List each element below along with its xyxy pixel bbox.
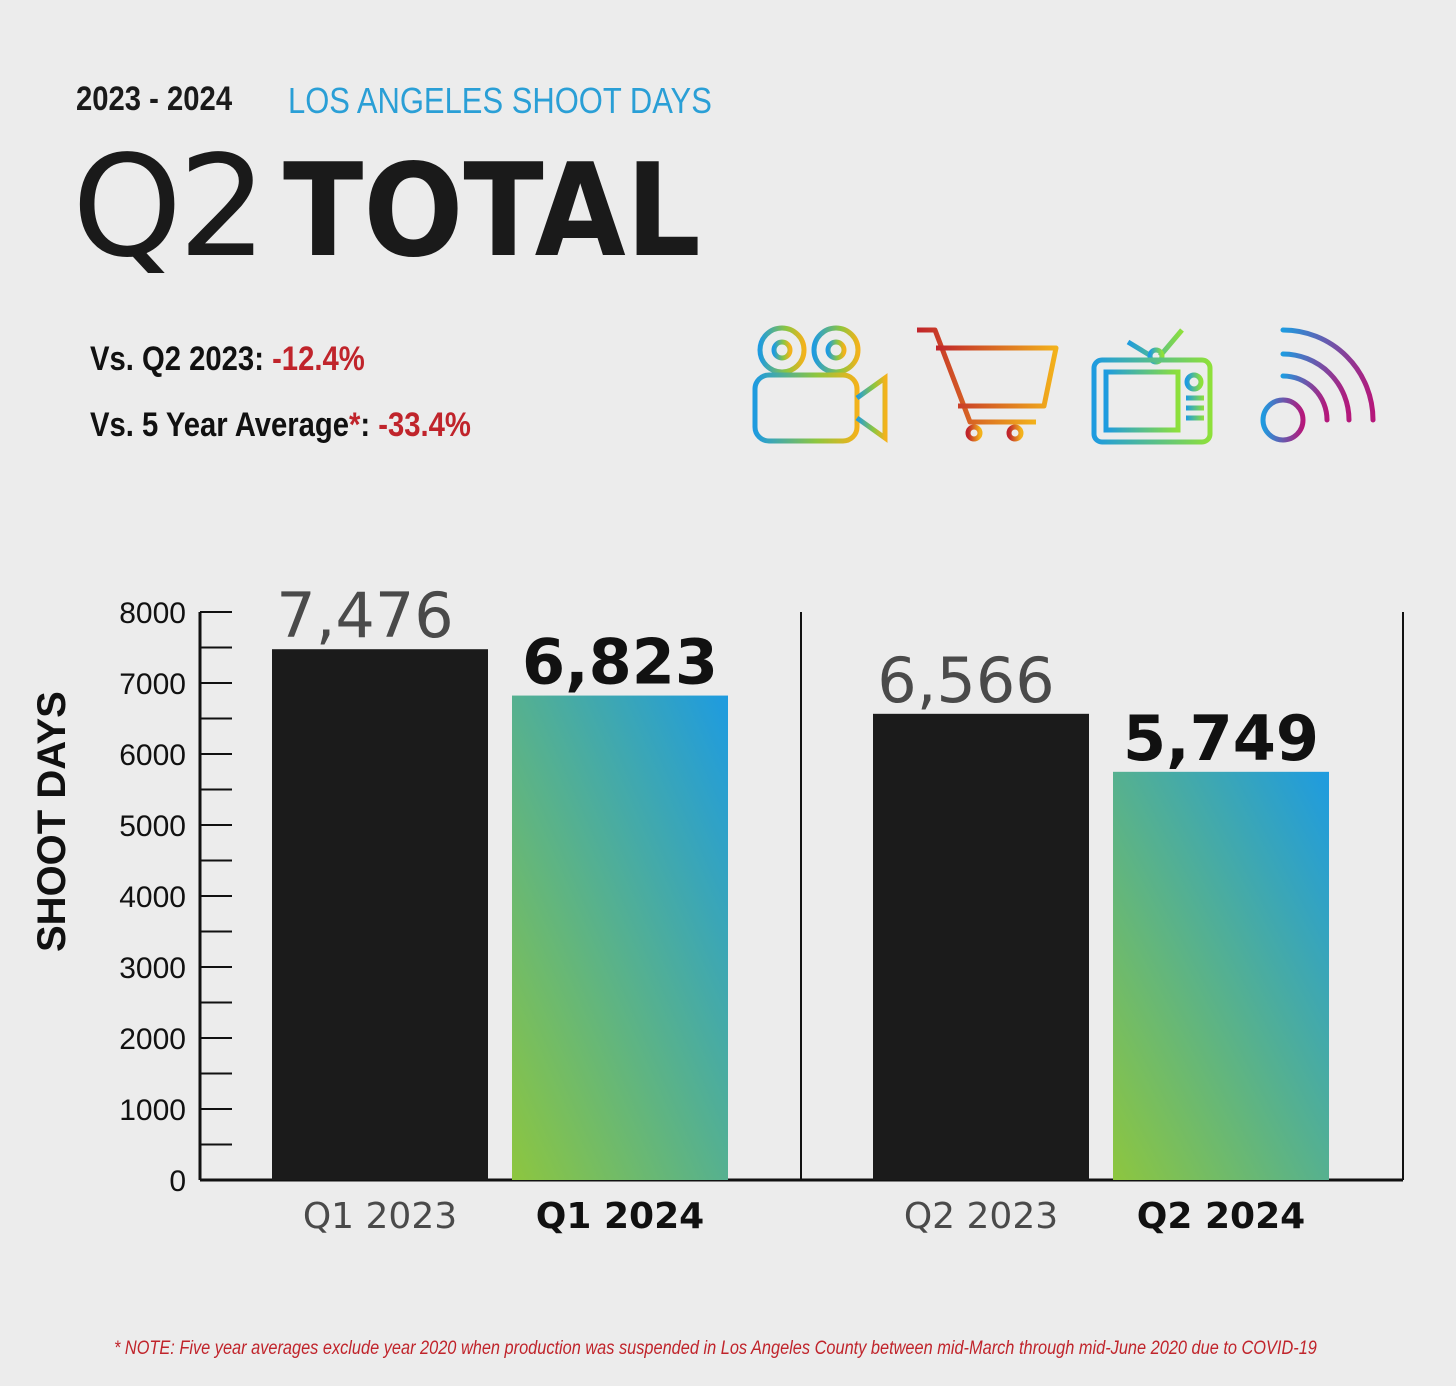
stat-vs-5yr-star: *: [349, 406, 361, 444]
y-tick-label: 5000: [119, 810, 186, 843]
footnote: * NOTE: Five year averages exclude year …: [114, 1338, 1317, 1359]
page-title: Q2 TOTAL: [72, 126, 737, 289]
stat-vs-q2: Vs. Q2 2023: -12.4%: [90, 340, 365, 379]
stat-vs-5yr-label: Vs. 5 Year Average: [90, 406, 350, 444]
y-tick-label: 6000: [119, 739, 186, 772]
x-category-label: Q1 2024: [536, 1196, 704, 1237]
broadcast-signal-icon: [1260, 327, 1376, 443]
shopping-cart-icon: [917, 327, 1059, 442]
y-tick-label: 0: [169, 1165, 186, 1198]
x-category-label: Q2 2024: [1137, 1196, 1305, 1237]
bar-q2-2023: [873, 713, 1089, 1180]
stat-vs-5yr: Vs. 5 Year Average*: -33.4%: [90, 406, 471, 445]
y-tick-label: 3000: [119, 952, 186, 985]
stat-vs-5yr-colon: :: [360, 406, 371, 444]
stat-vs-q2-value: -12.4%: [272, 340, 365, 378]
bar-q1-2023: [272, 649, 488, 1180]
television-icon: [1091, 328, 1213, 445]
y-tick-label: 7000: [119, 668, 186, 701]
title-quarter: Q2: [72, 126, 267, 289]
chart-subtitle: LOS ANGELES SHOOT DAYS: [288, 80, 712, 121]
bar-value-label: 7,476: [276, 579, 454, 652]
bar-value-label: 5,749: [1123, 702, 1319, 775]
bar-value-label: 6,566: [877, 644, 1055, 717]
years-label: 2023 - 2024: [76, 80, 233, 118]
bar-q2-2024: [1113, 771, 1329, 1180]
stat-vs-q2-label: Vs. Q2 2023:: [90, 340, 264, 378]
stat-vs-5yr-value: -33.4%: [378, 406, 471, 444]
y-tick-label: 2000: [119, 1023, 186, 1056]
media-icons: [752, 325, 1376, 445]
y-tick-label: 1000: [119, 1094, 186, 1127]
title-total: TOTAL: [283, 137, 702, 286]
bar-q1-2024: [512, 695, 728, 1180]
y-tick-label: 8000: [119, 597, 186, 630]
bar-value-label: 6,823: [522, 626, 718, 699]
x-category-label: Q2 2023: [904, 1196, 1058, 1237]
x-category-label: Q1 2023: [303, 1196, 457, 1237]
y-tick-label: 4000: [119, 881, 186, 914]
film-camera-icon: [752, 325, 888, 444]
